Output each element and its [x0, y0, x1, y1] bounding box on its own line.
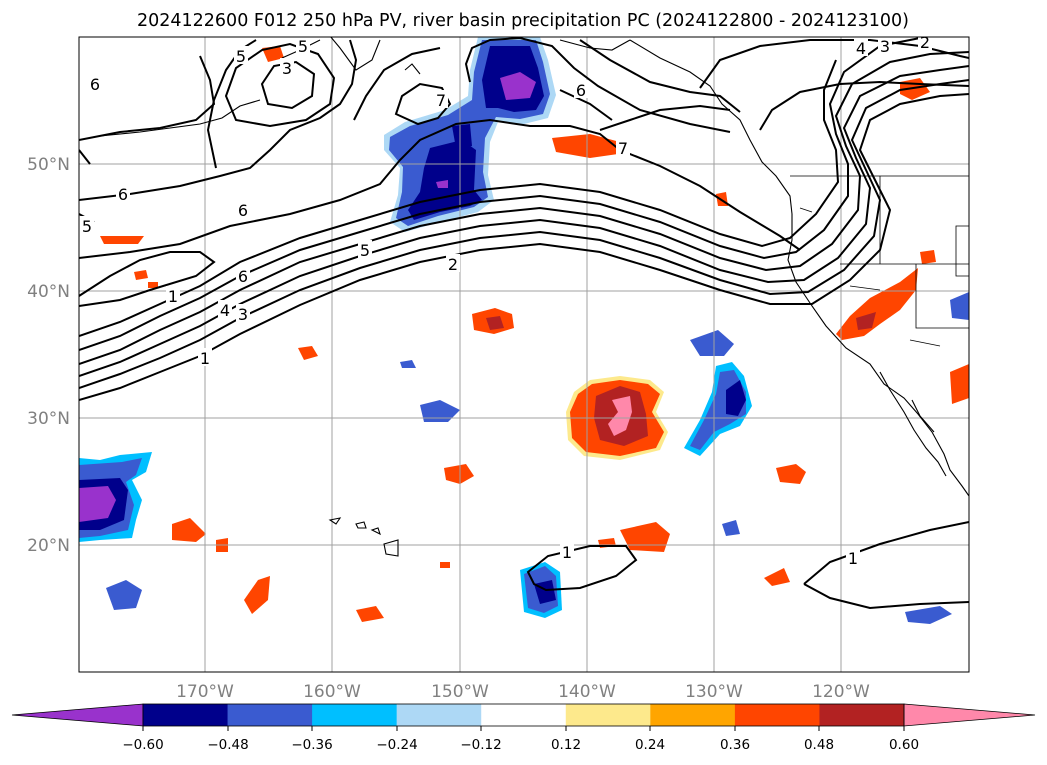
contour-label: 6 — [90, 75, 100, 94]
contour-label: 5 — [360, 241, 370, 260]
colorbar-segment — [650, 704, 736, 726]
colorbar-extend-high — [903, 703, 1036, 727]
colorbar-segment — [734, 704, 820, 726]
colorbar-segment — [143, 704, 229, 726]
colorbar-segment — [227, 704, 313, 726]
lon-tick-label: 120°W — [812, 682, 870, 702]
precip-shading — [79, 37, 969, 624]
contour-label: 3 — [282, 59, 292, 78]
contour-label: 3 — [238, 305, 248, 324]
contour-label: 6 — [238, 201, 248, 220]
lat-tick-label: 40°N — [27, 282, 70, 302]
contour-label: 7 — [618, 139, 628, 158]
us-state-borders — [790, 175, 969, 347]
colorbar-segment — [481, 704, 567, 726]
lon-tick-label: 140°W — [558, 682, 616, 702]
lat-tick-label: 20°N — [27, 536, 70, 556]
longitude-ticks: 170°W 160°W 150°W 140°W 130°W 120°W — [176, 682, 870, 702]
lon-tick-label: 170°W — [176, 682, 234, 702]
lat-tick-label: 50°N — [27, 155, 70, 175]
contour-label: 1 — [168, 287, 178, 306]
colorbar: −0.60 −0.48 −0.36 −0.24 −0.12 0.12 0.24 … — [11, 703, 1036, 753]
colorbar-tick-label: 0.12 — [551, 737, 581, 753]
lon-tick-label: 130°W — [685, 682, 743, 702]
colorbar-ticks — [142, 726, 905, 731]
colorbar-segments — [143, 704, 905, 726]
graticule — [79, 37, 969, 672]
colorbar-tick-label: −0.48 — [207, 737, 248, 753]
contour-label: 5 — [236, 47, 246, 66]
contour-label: 6 — [576, 81, 586, 100]
contour-label: 5 — [298, 37, 308, 56]
contour-label: 2 — [448, 255, 458, 274]
contour-label: 4 — [220, 301, 230, 320]
colorbar-tick-label: 0.24 — [635, 737, 665, 753]
colorbar-segment — [565, 704, 651, 726]
lon-tick-label: 150°W — [431, 682, 489, 702]
contour-label: 7 — [436, 91, 446, 110]
contour-label: 4 — [856, 39, 866, 58]
hawaii — [328, 517, 399, 557]
contour-label: 3 — [880, 37, 890, 56]
contour-label: 1 — [848, 549, 858, 568]
contour-label: 1 — [562, 543, 572, 562]
contour-label: 5 — [82, 217, 92, 236]
colorbar-segment — [819, 704, 905, 726]
map-title: 2024122600 F012 250 hPa PV, river basin … — [137, 11, 909, 31]
contour-label: 2 — [920, 33, 930, 52]
contour-label: 1 — [200, 349, 210, 368]
colorbar-segment — [312, 704, 398, 726]
colorbar-extend-low — [11, 703, 144, 727]
contour-label: 6 — [238, 267, 248, 286]
map-frame — [78, 36, 970, 673]
colorbar-tick-label: −0.36 — [291, 737, 332, 753]
coastlines — [99, 37, 969, 557]
pv-contours — [79, 37, 969, 610]
colorbar-tick-label: 0.36 — [720, 737, 750, 753]
lat-tick-label: 30°N — [27, 409, 70, 429]
lon-tick-label: 160°W — [303, 682, 361, 702]
map-area: 6 5 3 5 4 3 2 7 6 7 6 6 5 6 — [79, 33, 969, 672]
colorbar-tick-label: −0.60 — [122, 737, 163, 753]
contour-label: 6 — [118, 185, 128, 204]
latitude-ticks: 50°N 40°N 30°N 20°N — [27, 155, 70, 556]
colorbar-tick-label: 0.60 — [889, 737, 919, 753]
contour-labels: 6 5 3 5 4 3 2 7 6 7 6 6 5 6 — [80, 33, 932, 568]
north-america-coast — [629, 39, 969, 497]
baja-coast — [879, 371, 947, 477]
colorbar-tick-label: −0.12 — [460, 737, 501, 753]
colorbar-tick-label: 0.48 — [804, 737, 834, 753]
colorbar-tick-label: −0.24 — [376, 737, 417, 753]
colorbar-segment — [396, 704, 482, 726]
